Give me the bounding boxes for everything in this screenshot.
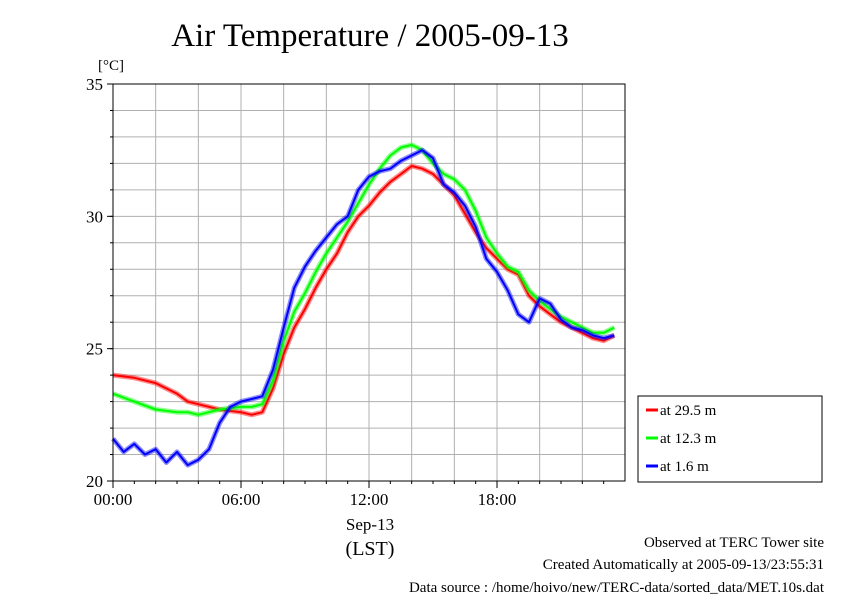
chart-title: Air Temperature / 2005-09-13 [171, 18, 569, 54]
series-line [112, 165, 615, 416]
x-tick-label: 18:00 [478, 490, 517, 509]
y-tick-label: 35 [86, 75, 103, 94]
series-line [112, 149, 615, 467]
legend-label: at 29.5 m [660, 403, 717, 419]
legend-label: at 1.6 m [660, 459, 709, 475]
x-unit-label: (LST) [346, 538, 395, 560]
x-tick-label: 00:00 [94, 490, 133, 509]
x-date-label: Sep-13 [346, 515, 394, 534]
y-axis: 20 25 30 35 [86, 75, 113, 491]
grid-lines [113, 84, 625, 481]
legend-box [637, 395, 823, 483]
y-tick-label: 25 [86, 340, 103, 359]
footer-created-timestamp: Created Automatically at 2005-09-13/23:5… [542, 557, 824, 573]
footer-observed-site: Observed at TERC Tower site [643, 535, 824, 551]
legend: at 29.5 m at 12.3 m at 1.6 m [637, 395, 823, 483]
series-line-halo [112, 163, 616, 418]
x-axis: 00:00 06:00 12:00 18:00 [94, 481, 605, 509]
y-tick-label: 20 [86, 472, 103, 491]
series-line [112, 143, 615, 416]
y-axis-unit-label: [°C] [98, 58, 124, 74]
series-lines [111, 142, 616, 468]
legend-label: at 12.3 m [660, 431, 717, 447]
x-tick-label: 06:00 [222, 490, 261, 509]
plot-frame [112, 83, 626, 482]
y-tick-label: 30 [86, 207, 103, 226]
x-tick-label: 12:00 [350, 490, 389, 509]
footer-data-source: Data source : /home/hoivo/new/TERC-data/… [408, 580, 824, 596]
